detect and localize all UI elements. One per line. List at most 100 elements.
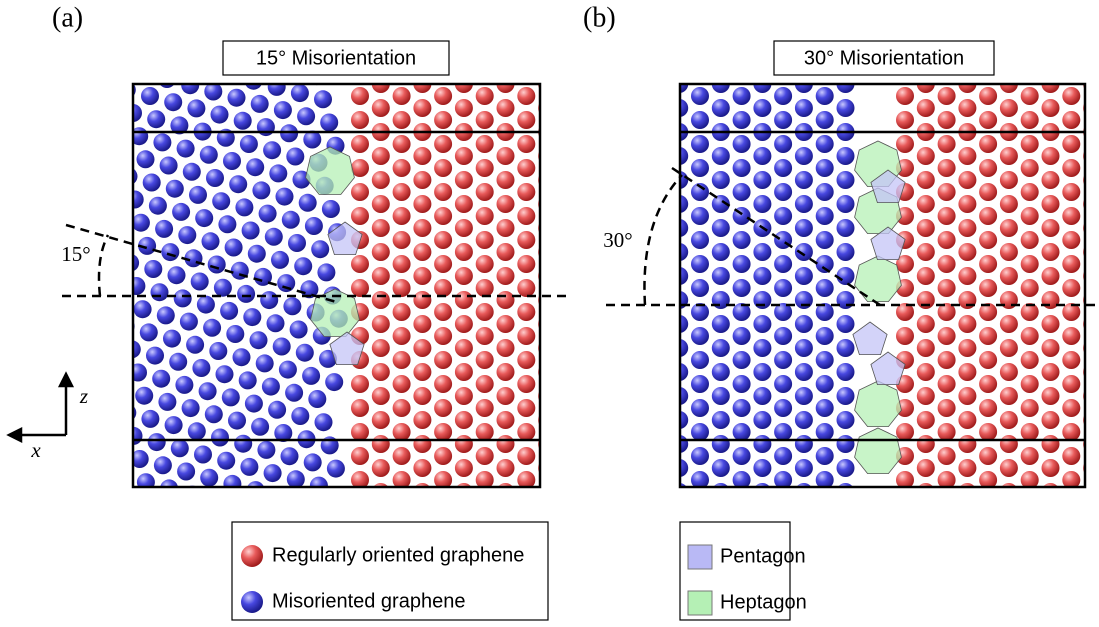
atom bbox=[285, 384, 303, 402]
atom bbox=[837, 243, 855, 261]
legend-swatch bbox=[241, 545, 263, 567]
atom bbox=[235, 198, 253, 216]
atom bbox=[979, 183, 997, 201]
atom bbox=[917, 171, 935, 189]
atom bbox=[281, 447, 299, 465]
atom bbox=[1000, 195, 1018, 213]
atom bbox=[209, 342, 227, 360]
atom bbox=[517, 231, 535, 249]
atom bbox=[733, 87, 751, 105]
atom bbox=[351, 255, 369, 273]
atom bbox=[774, 351, 792, 369]
atom bbox=[434, 423, 452, 441]
atom bbox=[372, 171, 390, 189]
atom bbox=[691, 447, 709, 465]
atom bbox=[733, 351, 751, 369]
atom bbox=[837, 459, 855, 477]
atom bbox=[979, 159, 997, 177]
atom bbox=[194, 446, 212, 464]
atom bbox=[774, 375, 792, 393]
atom bbox=[455, 459, 473, 477]
atom bbox=[304, 453, 322, 471]
atom bbox=[161, 243, 179, 261]
atom bbox=[517, 375, 535, 393]
atom bbox=[186, 336, 204, 354]
atom bbox=[413, 99, 431, 117]
atom bbox=[1021, 135, 1039, 153]
atom bbox=[455, 315, 473, 333]
atom bbox=[126, 191, 144, 209]
atom bbox=[211, 106, 229, 124]
atom bbox=[208, 256, 226, 274]
atom bbox=[157, 306, 175, 324]
atom bbox=[497, 267, 515, 285]
atom bbox=[372, 435, 390, 453]
atom bbox=[1021, 351, 1039, 369]
arrow-head bbox=[60, 374, 72, 386]
atom bbox=[311, 240, 329, 258]
atom bbox=[1062, 447, 1080, 465]
atom bbox=[774, 207, 792, 225]
atom bbox=[372, 459, 390, 477]
atom bbox=[753, 387, 771, 405]
atom bbox=[795, 363, 813, 381]
atom bbox=[282, 211, 300, 229]
atom bbox=[733, 327, 751, 345]
atom bbox=[393, 375, 411, 393]
atom bbox=[1000, 459, 1018, 477]
atom bbox=[372, 99, 390, 117]
atom bbox=[938, 423, 956, 441]
atom bbox=[120, 167, 138, 185]
atom bbox=[753, 411, 771, 429]
atom bbox=[753, 483, 771, 501]
atom bbox=[158, 70, 176, 88]
atom bbox=[220, 302, 238, 320]
figure: (a) (b) 15° Misorientation 30° Misorient… bbox=[0, 0, 1099, 627]
atom bbox=[733, 423, 751, 441]
atom bbox=[795, 315, 813, 333]
atom bbox=[274, 101, 292, 119]
pentagon bbox=[853, 322, 887, 355]
atom bbox=[476, 423, 494, 441]
atom bbox=[979, 135, 997, 153]
atom bbox=[294, 257, 312, 275]
atom bbox=[223, 152, 241, 170]
atom bbox=[774, 183, 792, 201]
atom bbox=[413, 267, 431, 285]
atom bbox=[837, 195, 855, 213]
atom bbox=[753, 243, 771, 261]
atom bbox=[372, 315, 390, 333]
atom bbox=[691, 111, 709, 129]
atom bbox=[269, 164, 287, 182]
atom bbox=[273, 338, 291, 356]
atom bbox=[240, 458, 258, 476]
atom bbox=[712, 267, 730, 285]
atom bbox=[260, 291, 278, 309]
atom bbox=[279, 361, 297, 379]
atom bbox=[917, 291, 935, 309]
atom bbox=[434, 255, 452, 273]
atom bbox=[712, 171, 730, 189]
atom bbox=[372, 195, 390, 213]
atom bbox=[1042, 459, 1060, 477]
atom bbox=[317, 263, 335, 281]
atom bbox=[187, 99, 205, 117]
atom bbox=[795, 459, 813, 477]
atom bbox=[455, 267, 473, 285]
atom bbox=[837, 387, 855, 405]
atom bbox=[712, 435, 730, 453]
atom bbox=[497, 291, 515, 309]
atom bbox=[774, 279, 792, 297]
atom bbox=[1000, 171, 1018, 189]
panel-label: (b) bbox=[583, 2, 616, 33]
atom bbox=[517, 279, 535, 297]
atom bbox=[455, 147, 473, 165]
atom bbox=[259, 205, 277, 223]
atom bbox=[291, 407, 309, 425]
atom bbox=[1042, 147, 1060, 165]
atom bbox=[476, 447, 494, 465]
atom bbox=[262, 378, 280, 396]
atom bbox=[310, 477, 328, 495]
atom bbox=[1062, 207, 1080, 225]
atom bbox=[712, 147, 730, 165]
